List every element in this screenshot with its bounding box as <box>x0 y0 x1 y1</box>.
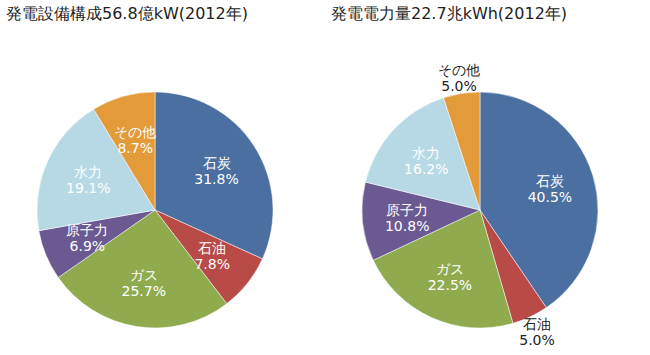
html-text:発電電力量22.7兆kWh(2012年): 発電電力量22.7兆kWh(2012年) <box>331 4 568 23</box>
svg-text:石油7.8%: 石油7.8% <box>194 240 230 272</box>
svg-text:原子力10.8%: 原子力10.8% <box>385 202 429 234</box>
svg-text:ガス25.7%: ガス25.7% <box>122 267 166 299</box>
svg-text:石炭40.5%: 石炭40.5% <box>528 173 572 205</box>
svg-text:原子力6.9%: 原子力6.9% <box>66 222 108 254</box>
html-text:発電設備構成56.8億kW(2012年): 発電設備構成56.8億kW(2012年) <box>6 4 248 23</box>
svg-text:石油5.0%: 石油5.0% <box>519 316 555 348</box>
svg-text:その他5.0%: その他5.0% <box>438 62 480 94</box>
svg-text:その他8.7%: その他8.7% <box>114 124 156 156</box>
svg-text:ガス22.5%: ガス22.5% <box>428 261 472 293</box>
svg-text:石炭31.8%: 石炭31.8% <box>194 155 238 187</box>
svg-text:水力16.2%: 水力16.2% <box>404 145 448 177</box>
svg-text:水力19.1%: 水力19.1% <box>66 164 110 196</box>
